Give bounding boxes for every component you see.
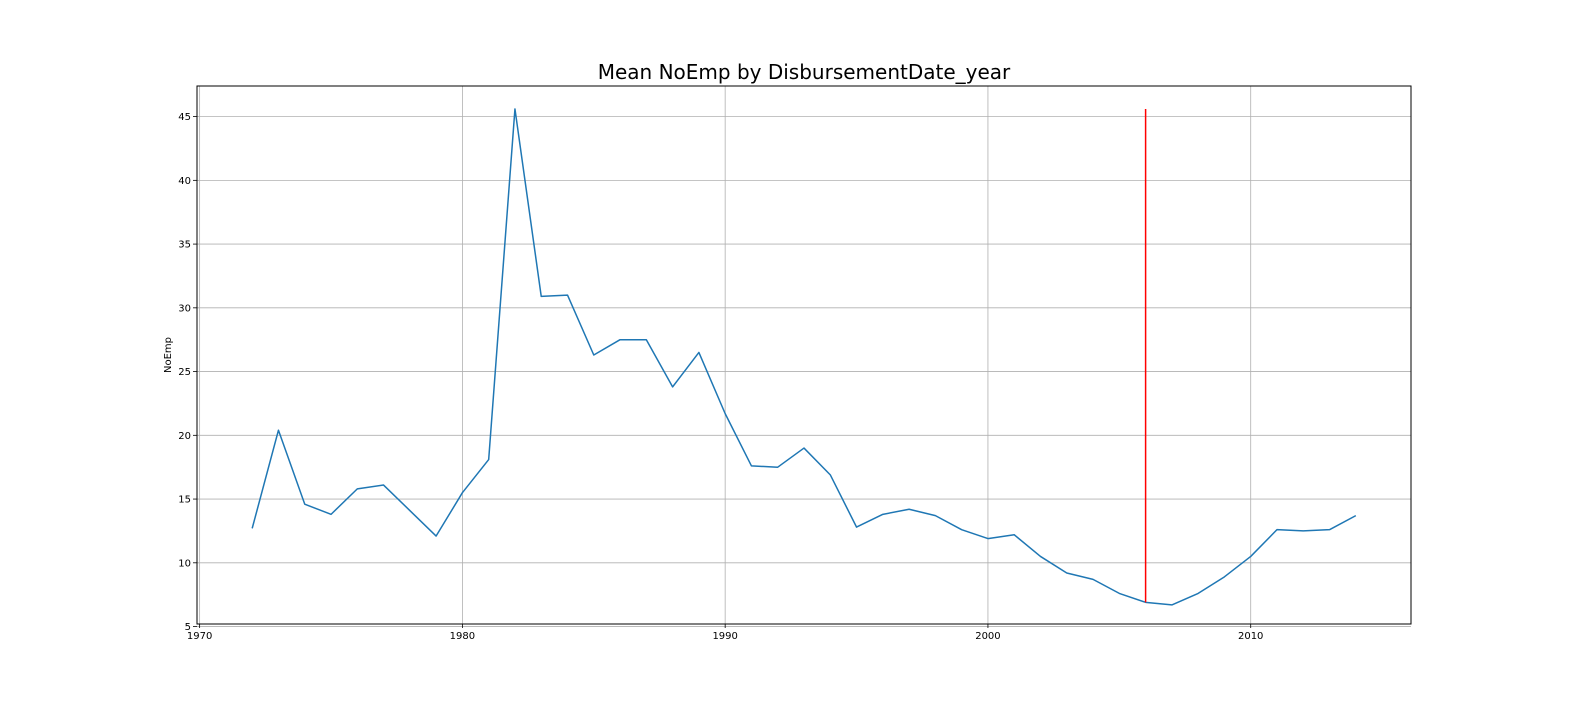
data-point [408, 509, 411, 512]
y-axis-label: NoEmp [163, 337, 174, 373]
data-point [986, 537, 989, 540]
data-point [1197, 592, 1200, 595]
data-point [592, 354, 595, 357]
x-tick-label: 1970 [187, 631, 212, 642]
data-point [330, 513, 333, 516]
y-tick-label: 20 [178, 431, 191, 442]
y-tick-label: 45 [178, 112, 191, 123]
data-point [461, 491, 464, 494]
data-point [960, 528, 963, 531]
data-point [934, 514, 937, 517]
data-point [881, 513, 884, 516]
data-point [487, 458, 490, 461]
series-layer [251, 107, 1357, 606]
x-tick-label: 2000 [975, 631, 1000, 642]
data-point [303, 503, 306, 506]
y-tick-label: 15 [178, 495, 191, 506]
data-point [277, 429, 280, 432]
data-point [356, 487, 359, 490]
plot-frame [196, 85, 1412, 625]
data-point [697, 351, 700, 354]
axis-ticks: 1970 1980 1990 2000 2010 5 10 15 20 25 30 35 40 45 [178, 112, 1263, 642]
data-point [1065, 572, 1068, 575]
data-point [829, 473, 832, 476]
data-point [855, 526, 858, 529]
data-point [1013, 533, 1016, 536]
data-point [1354, 514, 1357, 517]
data-point [671, 385, 674, 388]
data-point [908, 508, 911, 511]
data-point [251, 527, 254, 530]
data-point [1302, 529, 1305, 532]
grid-lines [197, 86, 1411, 627]
x-tick-label: 2010 [1238, 631, 1263, 642]
data-point [1275, 528, 1278, 531]
data-point [382, 484, 385, 487]
data-point [1249, 555, 1252, 558]
y-tick-label: 25 [178, 367, 191, 378]
data-point [513, 107, 516, 110]
data-point [803, 447, 806, 450]
y-tick-label: 35 [178, 240, 191, 251]
data-point [619, 338, 622, 341]
chart-title: Mean NoEmp by DisbursementDate_year [598, 60, 1011, 84]
data-point [776, 466, 779, 469]
data-point [750, 464, 753, 467]
data-point [1092, 578, 1095, 581]
data-point [1118, 592, 1121, 595]
data-point [724, 412, 727, 415]
data-point [1170, 603, 1173, 606]
data-point [435, 535, 438, 538]
data-point [566, 294, 569, 297]
data-point [1223, 575, 1226, 578]
y-tick-label: 40 [178, 176, 191, 187]
y-tick-label: 10 [178, 558, 191, 569]
series-line [251, 108, 1357, 606]
data-point [1328, 528, 1331, 531]
x-tick-label: 1990 [712, 631, 737, 642]
x-tick-label: 1980 [450, 631, 475, 642]
y-tick-label: 5 [185, 622, 191, 633]
data-point [1039, 555, 1042, 558]
data-point [540, 295, 543, 298]
data-point [645, 338, 648, 341]
y-tick-label: 30 [178, 303, 191, 314]
